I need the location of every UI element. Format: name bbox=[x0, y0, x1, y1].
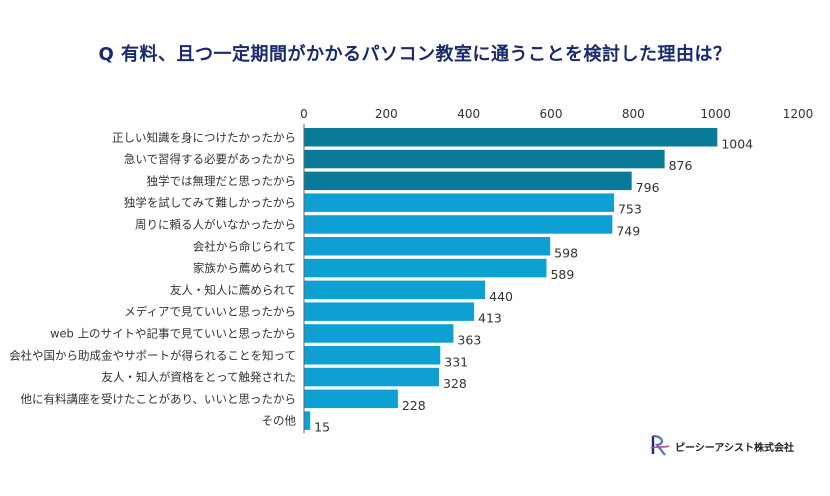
chart-title: Q 有料、且つ一定期間がかかるパソコン教室に通うことを検討した理由は？ bbox=[98, 44, 732, 65]
category-label: メディアで見ていいと思ったから bbox=[124, 305, 296, 319]
bar bbox=[304, 280, 486, 300]
data-label: 876 bbox=[669, 158, 693, 173]
category-label: その他 bbox=[262, 414, 297, 428]
x-tick-label: 400 bbox=[457, 107, 480, 121]
bar bbox=[304, 237, 551, 256]
data-label: 753 bbox=[618, 202, 642, 217]
category-label: web 上のサイトや記事で見ていいと思ったから bbox=[50, 326, 296, 340]
data-label: 331 bbox=[444, 354, 468, 369]
bar bbox=[304, 389, 398, 409]
x-tick-label: 200 bbox=[375, 107, 398, 121]
bar bbox=[304, 258, 547, 278]
data-label: 1004 bbox=[721, 136, 753, 151]
logo-company-name: ピーシーアシスト株式会社 bbox=[675, 442, 794, 454]
bar bbox=[304, 324, 454, 343]
x-tick-label: 1200 bbox=[783, 107, 814, 121]
company-logo: ピーシーアシスト株式会社 bbox=[649, 434, 794, 458]
data-label: 413 bbox=[478, 311, 502, 326]
category-label: 家族から薦められて bbox=[193, 261, 296, 275]
data-label: 589 bbox=[550, 267, 574, 282]
category-label: 他に有料講座を受けたことがあり、いいと思ったから bbox=[20, 392, 296, 406]
bar bbox=[304, 193, 614, 212]
category-label: 友人・知人に薦められて bbox=[170, 283, 296, 297]
category-label: 友人・知人が資格をとって触発された bbox=[101, 370, 296, 384]
x-tick-label: 0 bbox=[300, 107, 308, 121]
bar bbox=[304, 149, 665, 169]
category-label: 正しい知識を身につけたかったから bbox=[112, 130, 296, 144]
data-label: 363 bbox=[457, 332, 481, 347]
category-label: 会社から命じられて bbox=[193, 239, 296, 253]
data-label: 749 bbox=[616, 223, 640, 238]
x-tick-label: 800 bbox=[622, 107, 645, 121]
logo-mark-icon bbox=[650, 434, 670, 456]
data-label: 598 bbox=[554, 245, 578, 260]
category-label: 周りに頼る人がいなかったから bbox=[135, 217, 296, 231]
bar bbox=[304, 302, 475, 321]
category-label: 急いで習得する必要があったから bbox=[124, 152, 296, 166]
bar bbox=[304, 411, 311, 430]
data-label: 440 bbox=[489, 289, 513, 304]
data-label: 228 bbox=[402, 398, 426, 413]
x-axis-ticks: 0 200 400 600 800 1000 1200 bbox=[300, 107, 813, 121]
data-label: 15 bbox=[314, 420, 330, 435]
category-label: 会社や国から助成金やサポートが得られることを知って bbox=[9, 348, 296, 362]
x-tick-label: 600 bbox=[540, 107, 563, 121]
category-label: 独学を試してみて難しかったから bbox=[124, 196, 296, 210]
bar bbox=[304, 215, 613, 234]
x-tick-label: 1000 bbox=[700, 107, 731, 121]
bar bbox=[304, 367, 440, 387]
data-label: 796 bbox=[636, 180, 660, 195]
bars-group: 正しい知識を身につけたかったから 1004 急いで習得する必要があったから 876 独学… bbox=[9, 128, 753, 435]
bar bbox=[304, 346, 441, 365]
data-label: 328 bbox=[443, 376, 467, 391]
bar bbox=[304, 128, 718, 147]
category-label: 独学では無理だと思ったから bbox=[147, 174, 297, 188]
bar bbox=[304, 171, 632, 191]
